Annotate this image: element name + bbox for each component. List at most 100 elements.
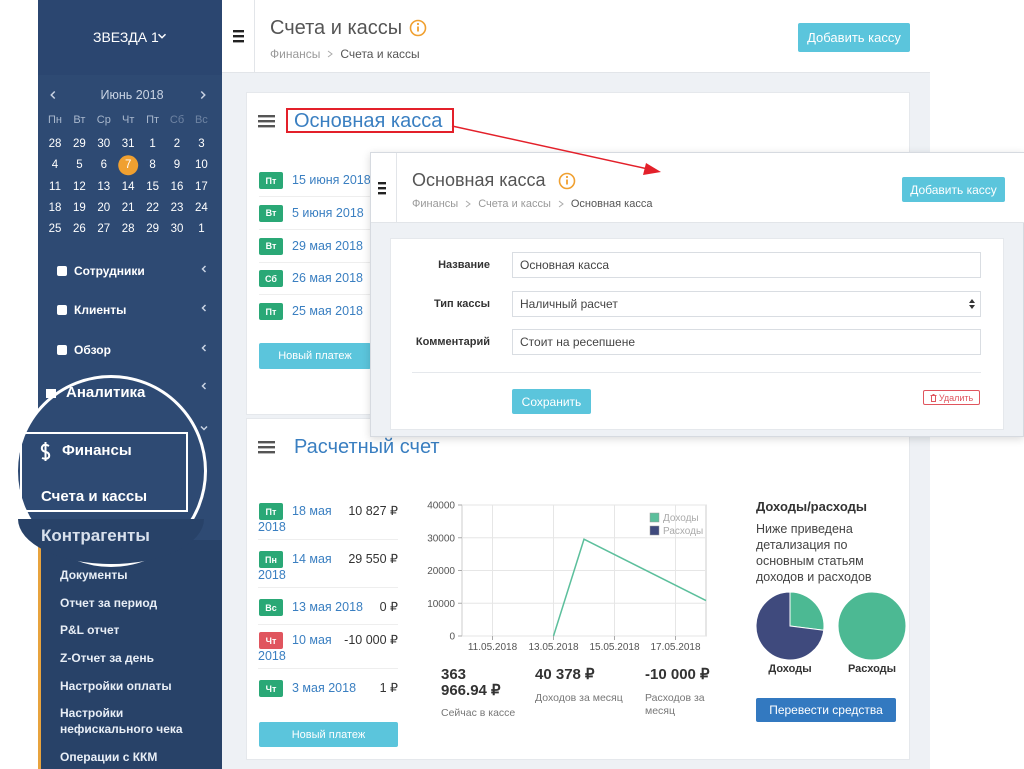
save-button[interactable]: Сохранить (512, 389, 591, 414)
calendar-day[interactable]: 11 (49, 180, 61, 193)
menu-item[interactable]: Клиенты (74, 303, 127, 317)
calendar-day[interactable]: 24 (194, 201, 208, 214)
calendar-day[interactable]: 27 (97, 223, 111, 236)
calendar-day[interactable]: 5 (76, 159, 83, 172)
calendar-month: Июнь 2018 (100, 88, 164, 102)
field-input[interactable]: Основная касса (512, 252, 981, 278)
calendar-day[interactable]: 19 (72, 201, 86, 214)
calendar-day[interactable]: 31 (121, 138, 135, 150)
menu-item[interactable]: Аналитика (66, 384, 146, 401)
submenu-item[interactable]: P&L отчет (60, 623, 120, 637)
submenu-item[interactable]: Отчет за период (60, 596, 158, 610)
new-payment-button[interactable]: Новый платеж (259, 722, 398, 747)
calendar-day[interactable]: 10 (194, 159, 208, 172)
field-label: Тип кассы (433, 298, 490, 310)
select-arrow-up (969, 299, 975, 303)
field-input[interactable]: Стоит на ресепшене (512, 329, 981, 355)
calendar-day[interactable]: 9 (173, 159, 181, 172)
breakdown-text: Ниже приведена детализация по основным с… (756, 522, 872, 584)
new-payment-button[interactable]: Новый платеж (259, 343, 371, 369)
calendar-day[interactable]: 30 (97, 138, 111, 150)
calendar-day[interactable]: 22 (146, 201, 159, 214)
new-payment-button-label: Новый платеж (278, 350, 352, 362)
payment-amount: -10 000 ₽ (344, 633, 398, 647)
submenu-item[interactable]: Z-Отчет за день (60, 651, 154, 665)
pie-slice (837, 591, 907, 661)
company-name[interactable]: ЗВЕЗДА 1 (93, 29, 159, 45)
payment-date[interactable]: 15 июня 2018 (292, 173, 371, 187)
calendar-day[interactable]: 3 (198, 138, 205, 150)
calendar-day[interactable]: 29 (146, 223, 159, 236)
calendar-day[interactable]: 23 (170, 201, 184, 214)
menu-section[interactable]: Финансы (62, 442, 132, 459)
payment-date[interactable]: 3 мая 2018 (292, 681, 357, 695)
menu-item[interactable]: Обзор (74, 343, 111, 357)
field-label: Комментарий (415, 336, 490, 348)
day-badge-label: Вт (265, 241, 277, 252)
calendar-day[interactable]: 28 (121, 223, 135, 236)
calendar-day[interactable]: 30 (170, 223, 184, 236)
account-card-title[interactable]: Расчетный счет (294, 436, 440, 458)
calendar-day[interactable]: 18 (48, 201, 62, 214)
add-cash-button-label: Добавить кассу (807, 30, 901, 45)
calendar-day[interactable]: 13 (97, 180, 111, 193)
calendar-day[interactable]: 16 (170, 180, 184, 193)
delete-button[interactable]: Удалить (923, 390, 980, 405)
calendar-day[interactable]: 6 (100, 159, 107, 172)
day-badge-label: Пт (265, 175, 277, 186)
submenu-item[interactable]: Настройки оплаты (60, 679, 172, 693)
calendar-day[interactable]: 12 (72, 180, 86, 193)
day-badge-label: Вт (265, 208, 277, 219)
menu-item[interactable]: Сотрудники (74, 264, 145, 278)
transfer-button[interactable]: Перевести средства (756, 698, 896, 722)
submenu-item[interactable]: Настройки нефискального чека (60, 706, 183, 736)
submenu-item[interactable]: Документы (60, 568, 128, 582)
day-badge: Пт (259, 503, 283, 520)
calendar-day[interactable]: 1 (149, 138, 156, 150)
calendar-day[interactable]: 29 (72, 138, 86, 150)
field-input[interactable]: Наличный расчет (512, 291, 981, 317)
calendar-day[interactable]: 17 (194, 180, 208, 193)
calendar-day[interactable]: 21 (121, 201, 135, 214)
calendar-day[interactable]: 26 (72, 223, 86, 236)
calendar-day[interactable]: 8 (149, 159, 156, 172)
payment-date[interactable]: 5 июня 2018 (292, 205, 364, 220)
payment-date[interactable]: 18 мая 2018 (258, 504, 332, 534)
today-marker (118, 155, 139, 176)
menu-toggle-bar (258, 441, 275, 444)
calendar-day[interactable]: 15 (146, 180, 159, 193)
day-badge: Пт (259, 172, 283, 189)
row-separator (258, 587, 398, 588)
day-badge: Пн (259, 551, 283, 568)
breadcrumb-separator (328, 50, 334, 58)
calendar-day[interactable]: 14 (121, 180, 135, 193)
menu-active-item[interactable]: Счета и кассы (41, 488, 148, 505)
row-separator (259, 261, 379, 263)
calendar-day[interactable]: 4 (51, 159, 59, 172)
calendar-day[interactable]: 28 (48, 138, 62, 150)
payment-date[interactable]: 26 мая 2018 (292, 271, 363, 286)
menu-item[interactable]: Контрагенты (41, 526, 150, 545)
calendar-day[interactable]: 20 (97, 201, 111, 214)
stat: 40 378 ₽ Доходов за месяц (535, 667, 630, 737)
popup-add-button[interactable]: Добавить кассу (902, 177, 1005, 202)
payment-date[interactable]: 29 мая 2018 (292, 238, 363, 253)
calendar-day[interactable]: 25 (48, 223, 62, 236)
payment-date[interactable]: 13 мая 2018 (292, 600, 363, 614)
submenu-item[interactable]: Операции с ККМ (60, 750, 158, 764)
calendar-day[interactable]: 7 (124, 159, 132, 172)
breadcrumb: Финансы (412, 198, 459, 210)
weekday: Сб (169, 114, 185, 126)
calendar-day[interactable]: 1 (198, 223, 205, 236)
calendar-day[interactable]: 2 (173, 138, 181, 150)
payment-date[interactable]: 14 мая 2018 (258, 552, 332, 582)
submenu-accent (38, 540, 41, 769)
payment-date[interactable]: 25 мая 2018 (292, 304, 363, 319)
payment-date[interactable]: 10 мая 2018 (258, 633, 332, 663)
legend-label: Расходы (663, 526, 703, 537)
add-cash-button[interactable]: Добавить кассу (798, 23, 910, 52)
menu-icon (57, 305, 67, 315)
day-badge-label: Чт (265, 635, 277, 646)
cash-card-title[interactable]: Основная касса (294, 110, 443, 132)
